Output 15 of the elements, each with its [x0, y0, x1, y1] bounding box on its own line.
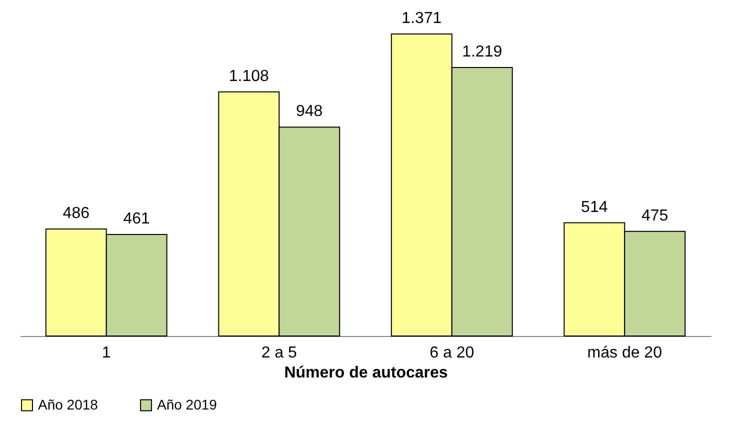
data-label: 1.108 — [228, 68, 270, 85]
data-label: 1.219 — [462, 43, 502, 60]
legend-label: Año 2018 — [38, 396, 98, 412]
x-tick-label: 1 — [102, 344, 111, 362]
x-tick-label: 6 a 20 — [430, 344, 474, 362]
x-tick-label: 2 a 5 — [261, 344, 298, 362]
data-label: 948 — [296, 103, 323, 120]
x-axis-title: Número de autocares — [284, 364, 448, 382]
data-label: 461 — [123, 210, 150, 228]
legend-label: Año 2019 — [157, 396, 218, 412]
data-label: 486 — [62, 204, 90, 222]
x-tick-label: más de 20 — [587, 344, 662, 362]
data-label: 475 — [642, 207, 668, 224]
data-label: 1.371 — [402, 10, 442, 27]
data-label: 514 — [581, 198, 608, 216]
